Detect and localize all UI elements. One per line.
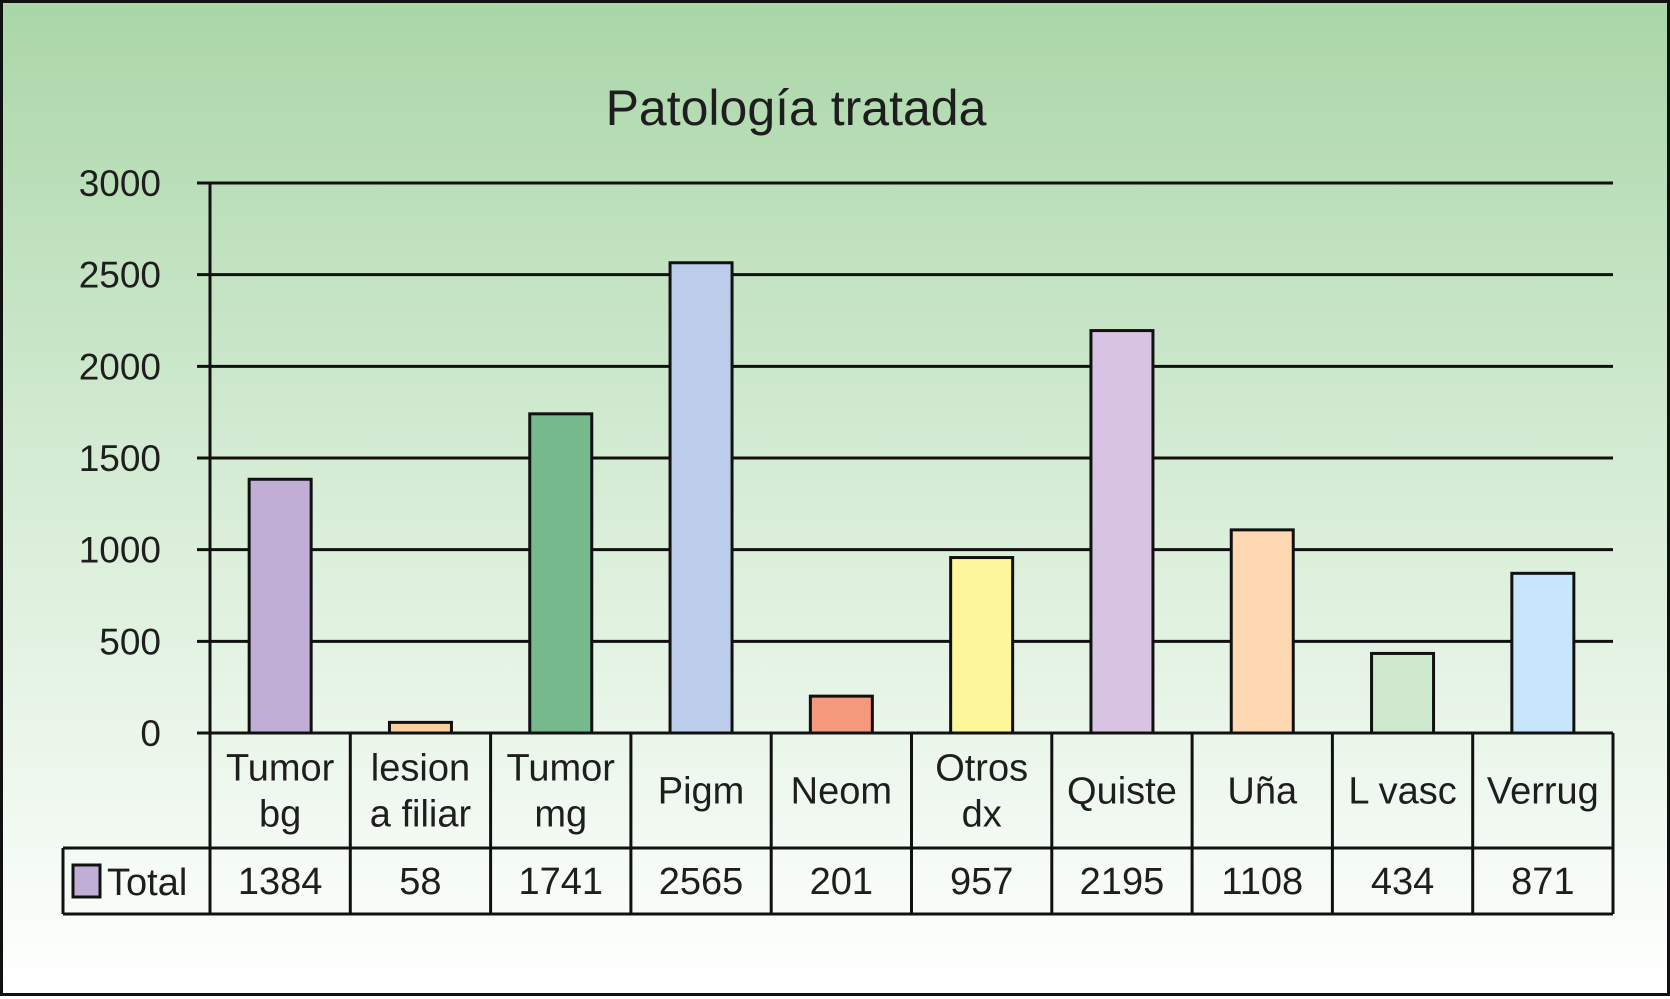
chart-title: Patología tratada [606,80,987,136]
category-label: Uña [1227,771,1298,813]
category-label: Pigm [658,771,745,813]
category-label: bg [259,794,301,836]
category-label: dx [962,794,1002,836]
value-label: 957 [950,861,1013,903]
y-tick-label: 2000 [79,346,161,387]
category-label: Tumor [507,748,616,790]
y-tick-label: 3000 [79,163,161,204]
category-label: Quiste [1067,771,1177,813]
value-label: 2565 [659,861,744,903]
gridlines [197,181,1613,735]
bar [949,556,1015,735]
y-tick-label: 1000 [79,530,161,571]
bar [1229,528,1295,735]
category-label: mg [534,794,587,836]
category-label: L vasc [1348,771,1456,813]
bar [808,694,874,735]
bars [247,261,1576,735]
value-label: 1108 [1221,861,1303,903]
category-label: Otros [935,748,1028,790]
bar [1370,651,1436,735]
y-axis-ticks: 0 500 1000 1500 2000 2500 3000 [79,163,161,754]
legend-swatch [71,863,102,899]
bar [387,720,453,735]
value-label: 434 [1371,861,1434,903]
bar [1089,329,1155,735]
value-label: 1741 [518,861,603,903]
value-label: 1384 [238,861,323,903]
y-tick-label: 500 [99,621,161,662]
bar [668,261,734,735]
value-label: 201 [810,861,873,903]
category-label: Verrug [1487,771,1599,813]
value-label: 58 [399,861,441,903]
bar [247,477,313,735]
legend-series-name: Total [107,862,187,904]
value-label: 871 [1511,861,1574,903]
y-tick-label: 1500 [79,438,161,479]
value-label: 2195 [1080,861,1165,903]
category-label: Tumor [226,748,335,790]
bar-chart: Patología tratada 0 500 1000 1500 2000 2500 30… [61,80,1615,916]
bar [1510,571,1576,735]
category-label: a filiar [370,794,472,836]
category-label: Neom [791,771,892,813]
y-tick-label: 2500 [79,255,161,296]
bar [528,412,594,735]
y-tick-label: 0 [140,713,161,754]
category-label: lesion [371,748,470,790]
